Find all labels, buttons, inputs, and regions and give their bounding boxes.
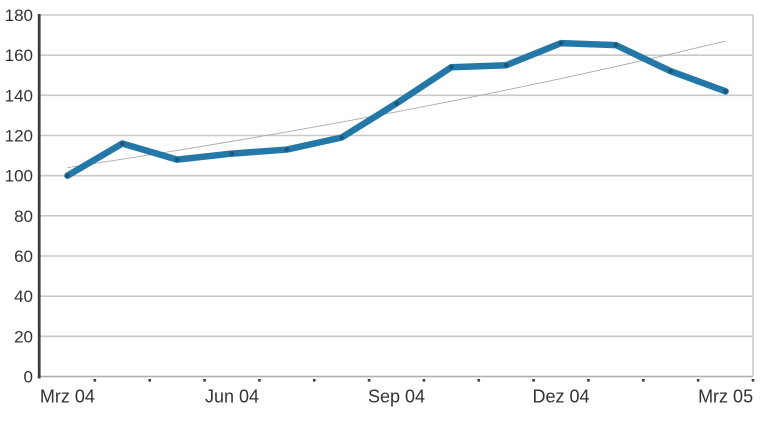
y-axis-tick-label: 100 [5, 167, 33, 186]
x-axis-tick-label: Sep 04 [368, 387, 425, 407]
data-point-marker [394, 101, 399, 106]
data-point-marker [668, 68, 674, 74]
data-point-marker [65, 173, 70, 178]
data-line [64, 39, 729, 179]
y-axis-tick-label: 140 [5, 86, 33, 105]
data-point-marker [174, 157, 180, 162]
data-point-marker [558, 40, 564, 46]
data-point-marker [229, 151, 235, 156]
x-tick-mark [422, 379, 426, 382]
data-point-marker [723, 89, 728, 94]
x-tick-mark [696, 379, 700, 382]
y-axis-tick-label: 0 [24, 368, 33, 387]
x-tick-mark [642, 379, 645, 382]
x-axis-tick-label: Jun 04 [205, 387, 259, 407]
trend-line [67, 40, 726, 169]
x-tick-mark [477, 379, 481, 382]
data-point-marker [449, 64, 454, 70]
y-axis-tick-label: 20 [14, 327, 33, 346]
data-point-marker [339, 135, 344, 140]
x-tick-mark [587, 379, 590, 382]
y-axis-tick-label: 60 [14, 247, 33, 266]
x-tick-mark [203, 379, 206, 382]
x-tick-mark [367, 379, 371, 382]
x-axis-tick-label: Mrz 05 [698, 387, 753, 407]
data-point-marker [613, 42, 619, 48]
x-tick-mark [148, 379, 151, 382]
data-point-marker [503, 62, 509, 68]
x-axis-tick-label: Dez 04 [533, 387, 590, 407]
data-point-marker [284, 147, 290, 152]
y-axis-tick-label: 180 [5, 6, 33, 25]
x-tick-mark [312, 379, 316, 382]
y-axis-tick-label: 40 [14, 287, 33, 306]
x-tick-mark [751, 379, 755, 382]
x-tick-mark [532, 379, 535, 382]
x-axis-tick-label: Mrz 04 [40, 387, 95, 407]
y-axis-tick-label: 80 [14, 207, 33, 226]
data-point-marker [119, 141, 125, 146]
x-tick-mark [258, 379, 261, 382]
x-tick-mark [93, 379, 97, 382]
y-axis-tick-label: 120 [5, 127, 33, 146]
y-axis-tick-label: 160 [5, 46, 33, 65]
